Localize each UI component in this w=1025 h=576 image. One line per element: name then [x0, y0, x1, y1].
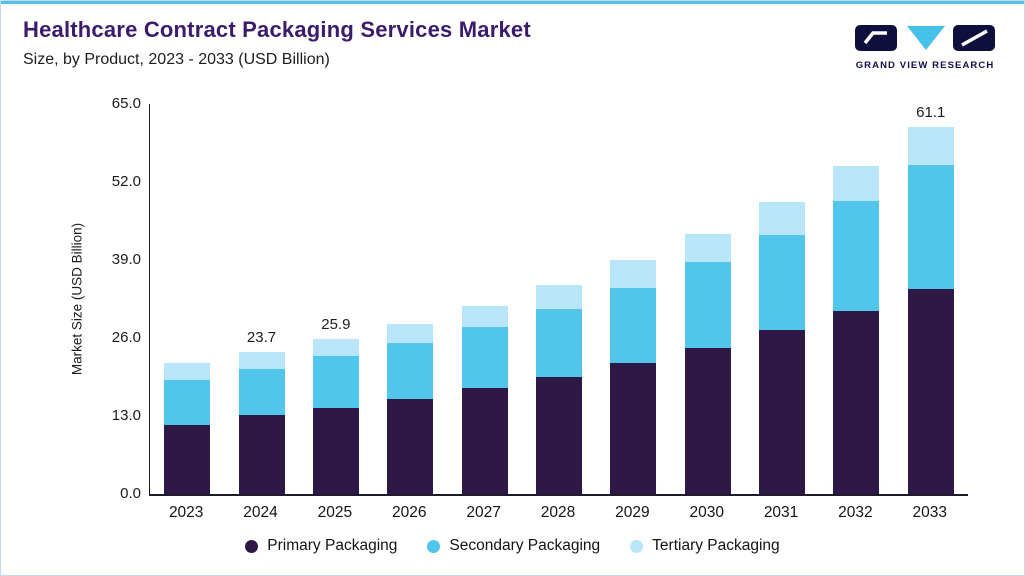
logo-mark-icon: [855, 25, 995, 51]
bar-segment-tertiary-packaging: [312, 338, 359, 357]
bar-2025: 25.9: [312, 316, 359, 494]
bar-segment-primary-packaging: [238, 415, 285, 494]
legend-item-secondary-packaging: Secondary Packaging: [427, 537, 600, 555]
bar-segment-primary-packaging: [759, 330, 806, 494]
legend-item-primary-packaging: Primary Packaging: [245, 537, 397, 555]
plot-area: 23.7 25.9 61.1: [149, 104, 968, 496]
legend-item-tertiary-packaging: Tertiary Packaging: [630, 537, 780, 555]
bar-segment-secondary-packaging: [759, 234, 806, 331]
bar-2033: 61.1: [907, 104, 954, 494]
bar-2024: 23.7: [238, 329, 285, 494]
x-axis-label: 2024: [243, 504, 278, 521]
legend-label: Secondary Packaging: [449, 537, 601, 554]
bar-segment-primary-packaging: [164, 425, 211, 494]
legend-label: Tertiary Packaging: [652, 537, 780, 554]
bar-2032: [833, 165, 880, 494]
bar-total-label: 61.1: [916, 104, 946, 122]
bar-segment-tertiary-packaging: [759, 201, 806, 235]
x-axis-label: 2023: [168, 504, 204, 521]
bar-2031: [759, 201, 806, 494]
logo-text: GRAND VIEW RESEARCH: [855, 60, 995, 71]
bar-segment-tertiary-packaging: [461, 305, 508, 327]
bar-total-label: 25.9: [321, 315, 351, 333]
logo-arrow-icon: [863, 31, 887, 45]
y-axis-tick: 26.0: [111, 329, 141, 346]
bar-segment-secondary-packaging: [461, 326, 508, 389]
bar-segment-secondary-packaging: [684, 262, 731, 348]
logo-square-icon: [855, 25, 897, 51]
bar-segment-primary-packaging: [610, 362, 657, 494]
legend-dot-icon: [427, 539, 441, 553]
bar-segment-tertiary-packaging: [610, 260, 657, 289]
logo-slash-icon: [961, 29, 988, 47]
bar-segment-primary-packaging: [461, 388, 508, 494]
x-axis-label: 2027: [466, 504, 501, 521]
legend-dot-icon: [630, 539, 644, 553]
chart-subtitle: Size, by Product, 2023 - 2033 (USD Billi…: [23, 51, 330, 68]
x-axis-label: 2030: [689, 504, 724, 521]
bar-segment-secondary-packaging: [312, 356, 359, 409]
logo-triangle-icon: [907, 26, 945, 50]
y-axis-tick: 39.0: [111, 251, 141, 268]
bar-segment-primary-packaging: [684, 347, 731, 494]
x-axis-label: 2025: [317, 504, 353, 521]
bar-segment-tertiary-packaging: [833, 165, 880, 202]
bar-2029: [610, 260, 657, 494]
y-axis-tick: 65.0: [111, 95, 141, 112]
x-axis-label: 2032: [838, 504, 873, 521]
x-axis-label: 2026: [392, 504, 427, 521]
x-axis-label: 2033: [912, 504, 948, 521]
bar-segment-secondary-packaging: [907, 165, 954, 290]
y-axis: 0.0 13.0 26.0 39.0 52.0 65.0: [87, 95, 141, 502]
bar-segment-secondary-packaging: [238, 369, 285, 416]
bar-segment-tertiary-packaging: [238, 351, 285, 370]
chart-title: Healthcare Contract Packaging Services M…: [23, 17, 531, 42]
bar-segment-secondary-packaging: [833, 201, 880, 311]
bar-2026: [387, 323, 434, 494]
legend-label: Primary Packaging: [267, 537, 398, 554]
bar-segment-tertiary-packaging: [164, 362, 211, 380]
bar-segment-tertiary-packaging: [684, 233, 731, 263]
y-axis-tick: 52.0: [111, 173, 141, 190]
bar-2023: [164, 362, 211, 494]
bar-segment-secondary-packaging: [610, 288, 657, 363]
y-axis-tick: 13.0: [111, 407, 141, 424]
bar-segment-tertiary-packaging: [387, 323, 434, 343]
bar-segment-primary-packaging: [535, 377, 582, 494]
y-axis-tick: 0.0: [120, 485, 141, 502]
x-axis-label: 2029: [615, 504, 650, 521]
x-axis-label: 2028: [540, 504, 576, 521]
bar-total-label: 23.7: [246, 328, 277, 346]
bar-segment-tertiary-packaging: [907, 127, 954, 166]
bar-2028: [535, 284, 582, 494]
bar-segment-primary-packaging: [387, 398, 434, 494]
bar-segment-primary-packaging: [833, 311, 880, 494]
bar-segment-secondary-packaging: [535, 309, 582, 377]
bar-2030: [684, 233, 731, 494]
top-accent-line: [1, 1, 1024, 4]
legend-dot-icon: [245, 539, 259, 553]
bar-segment-tertiary-packaging: [535, 284, 582, 310]
grand-view-research-logo: GRAND VIEW RESEARCH: [850, 23, 1000, 71]
x-axis: 2023 2024 2025 2026 2027 2028 2029 2030 2031 2032…: [149, 504, 967, 522]
legend: Primary Packaging Secondary Packaging Tert…: [1, 537, 1024, 555]
bar-segment-primary-packaging: [312, 408, 359, 494]
bar-segment-secondary-packaging: [387, 342, 434, 399]
y-axis-title: Market Size (USD Billion): [69, 222, 85, 376]
bar-2027: [461, 305, 508, 494]
bar-segment-secondary-packaging: [164, 380, 211, 425]
bar-segment-primary-packaging: [907, 289, 954, 494]
x-axis-label: 2031: [763, 504, 799, 521]
